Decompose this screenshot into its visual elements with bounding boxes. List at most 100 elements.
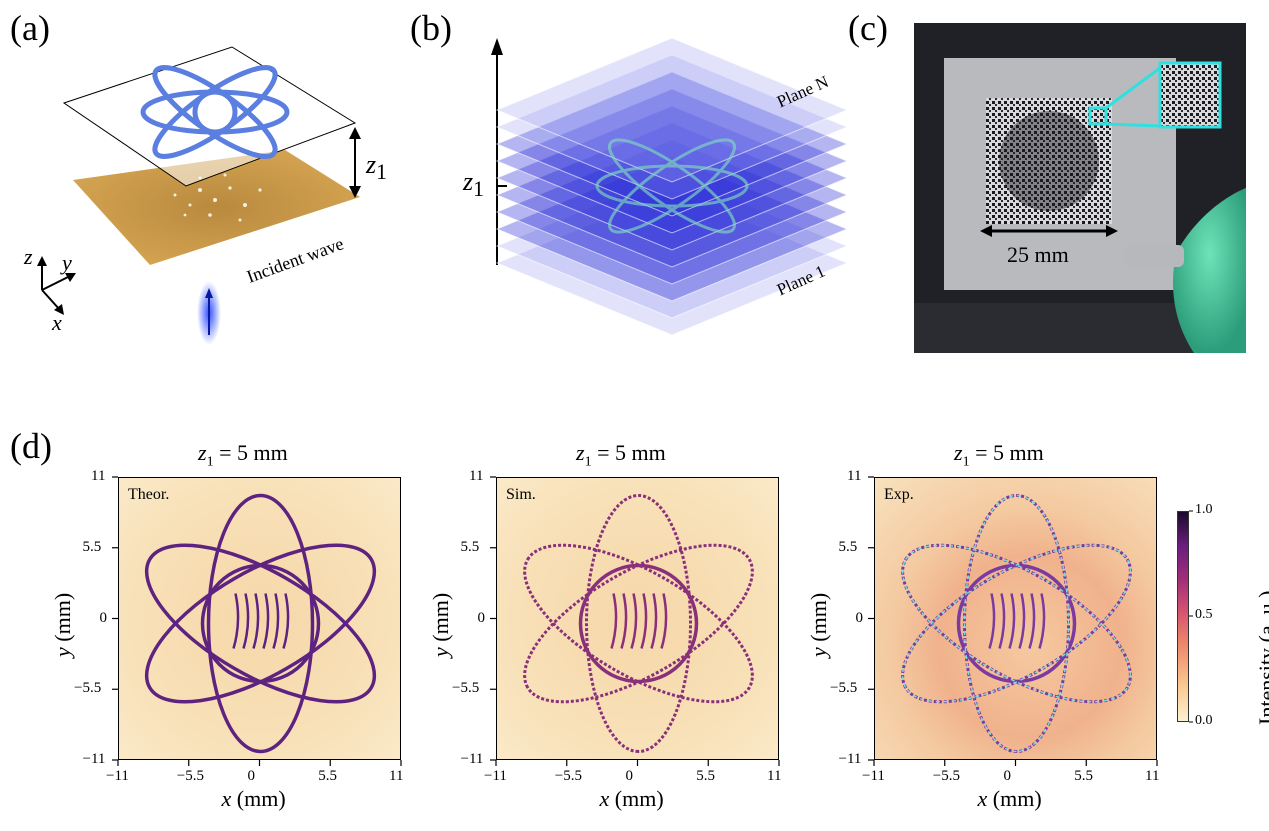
x-axis-unit: (mm) [231, 786, 286, 811]
heatmap-title: z1 = 5 mm [954, 440, 1044, 470]
colorbar-label: Intensity (a. u.) [1254, 590, 1269, 725]
y-tick-label: −11 [460, 751, 484, 767]
emblem-stroke [242, 593, 250, 649]
emblem-stroke [272, 593, 280, 649]
heatmap-tag: Exp. [884, 486, 914, 503]
axis-y-label: y [62, 250, 72, 276]
title-rest: = 5 mm [591, 440, 666, 465]
heatmap-axes [868, 476, 1158, 766]
orbit-ellipse [585, 494, 692, 753]
panel-a-diagram [37, 46, 361, 345]
y-axis-label: y (mm) [428, 592, 454, 656]
hologram-pattern [140, 65, 290, 159]
panel-b-z1-var: z [463, 167, 474, 196]
plane-pattern [595, 138, 749, 234]
center-circle [200, 563, 321, 684]
plane-layer [495, 122, 849, 268]
emblem-stroke [262, 593, 270, 649]
x-tick-label: −5.5 [176, 768, 204, 784]
x-tick-label: −5.5 [554, 768, 582, 784]
y-tick-label: −11 [82, 751, 106, 767]
y-axis-var: y [806, 646, 831, 657]
emblem-stroke [1008, 593, 1016, 649]
emblem-stroke [650, 593, 658, 649]
heatmap-2: Exp. [874, 477, 1157, 760]
sand-plate [73, 150, 360, 265]
plane-layer [495, 37, 849, 183]
y-tick-label: 11 [847, 468, 862, 484]
zoom-inset [1158, 61, 1222, 129]
colorbar-max: 1.0 [1195, 502, 1213, 517]
heatmap-tag: Theor. [128, 486, 170, 503]
y-tick-label: 0 [99, 609, 108, 626]
hologram-plane [62, 46, 357, 187]
emblem-stroke [630, 593, 638, 649]
x-tick-label: −11 [862, 768, 885, 784]
emblem-stroke [640, 593, 648, 649]
z1-sub: 1 [376, 160, 387, 185]
y-axis-var: y [428, 646, 453, 657]
target-outline [963, 494, 1070, 753]
x-axis-label: x (mm) [222, 786, 286, 812]
emblem-stroke [232, 593, 240, 649]
heatmap-axes [490, 476, 780, 766]
x-tick-label: 5.5 [1074, 768, 1093, 784]
colorbar-min: 0.0 [1195, 713, 1213, 728]
y-tick-label: 0 [855, 609, 864, 626]
emblem-stroke [988, 593, 996, 649]
x-tick-label: −5.5 [932, 768, 960, 784]
x-tick-label: 0 [625, 768, 634, 784]
y-axis-var: y [50, 646, 75, 657]
orbit-ellipse [206, 493, 315, 754]
plane-layer [495, 156, 849, 302]
y-tick-label: −5.5 [830, 680, 858, 697]
title-var: z [954, 440, 963, 465]
center-circle [578, 563, 699, 684]
y-tick-label: 5.5 [460, 538, 480, 555]
colorbar-ticks [1189, 510, 1193, 723]
target-outline [901, 544, 1132, 703]
panel-b-z1-sub: 1 [473, 177, 484, 202]
heatmap-pattern [901, 494, 1132, 753]
x-tick-label: 5.5 [696, 768, 715, 784]
emblem-stroke [252, 593, 260, 649]
x-axis-label: x (mm) [600, 786, 664, 812]
emblem-stroke [660, 593, 668, 649]
y-axis-label: y (mm) [50, 592, 76, 656]
emblem-stroke [1038, 593, 1046, 649]
axis-z-var: z [24, 244, 33, 269]
y-tick-label: 0 [477, 609, 486, 626]
title-var: z [576, 440, 585, 465]
orbit-ellipse [144, 543, 377, 704]
axis-z-label: z [24, 244, 33, 270]
heatmap-tag: Sim. [506, 486, 536, 503]
x-axis-unit: (mm) [987, 786, 1042, 811]
emblem-stroke [610, 593, 618, 649]
x-tick-label: 5.5 [318, 768, 337, 784]
x-tick-label: 0 [1003, 768, 1012, 784]
y-axis-unit: (mm) [50, 592, 75, 647]
orbit-ellipse [523, 543, 754, 704]
z1-var: z [366, 150, 377, 179]
title-rest: = 5 mm [213, 440, 288, 465]
title-rest: = 5 mm [969, 440, 1044, 465]
plane-layer [495, 105, 849, 251]
y-axis-unit: (mm) [806, 592, 831, 647]
heatmap-axes [112, 476, 402, 766]
axis-y-var: y [62, 250, 72, 275]
axis-x-var: x [52, 310, 62, 335]
y-tick-label: −5.5 [74, 680, 102, 697]
emblem-stroke [1018, 593, 1026, 649]
plane-layer [495, 54, 849, 200]
y-axis-unit: (mm) [428, 592, 453, 647]
colorbar [1177, 511, 1189, 722]
heatmap-title: z1 = 5 mm [198, 440, 288, 470]
y-tick-label: 11 [469, 468, 484, 484]
x-axis-var: x [221, 786, 232, 811]
x-axis-unit: (mm) [609, 786, 664, 811]
metasurface-photo: 25 mm [914, 23, 1246, 353]
x-axis-var: x [977, 786, 988, 811]
plane-layer [495, 71, 849, 217]
panel-b-z1-label: z1 [463, 167, 484, 202]
y-axis-label: y (mm) [806, 592, 832, 656]
